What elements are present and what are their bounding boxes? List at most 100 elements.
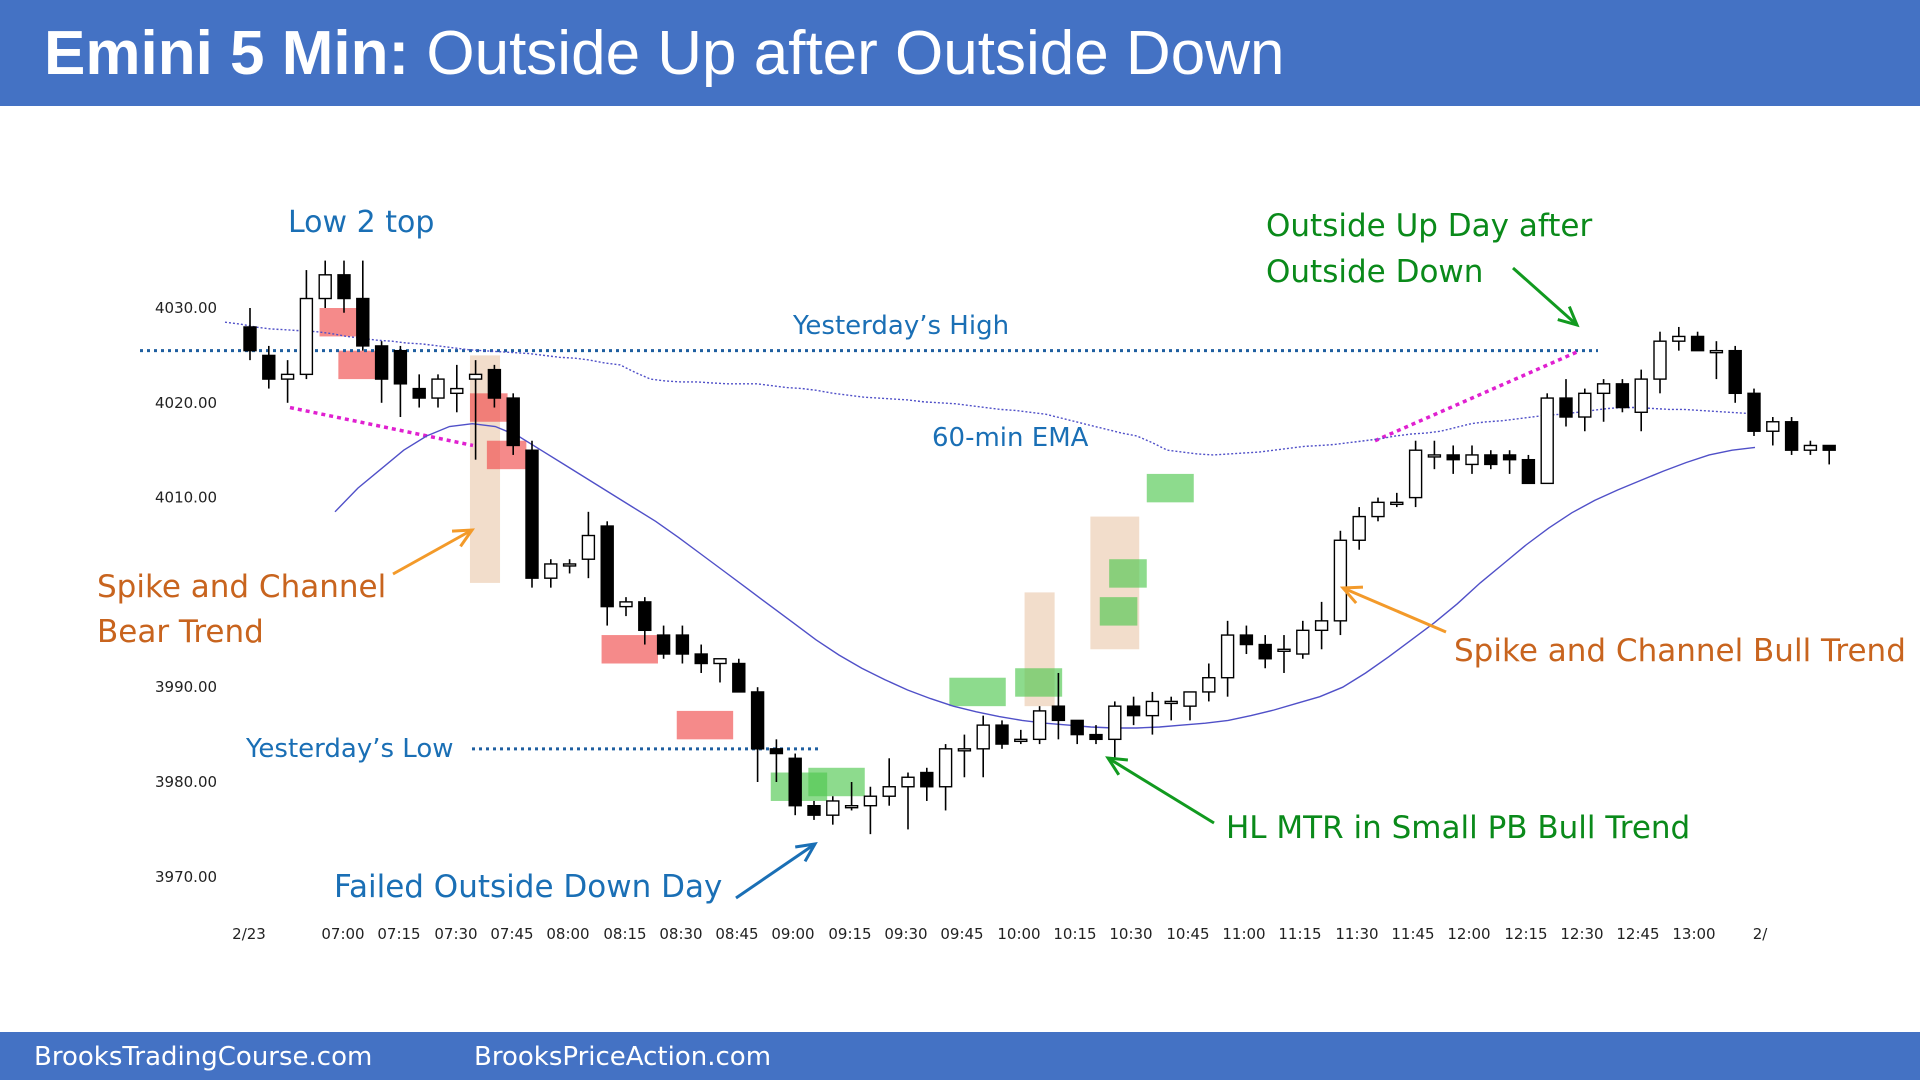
page-title-bold: Emini 5 Min: xyxy=(44,19,410,88)
low-2-top-label: Low 2 top xyxy=(288,205,434,240)
hl-mtr-arrow-shaft xyxy=(1107,756,1215,825)
yesterdays-low-label: Yesterday’s Low xyxy=(245,734,454,764)
candle-36 xyxy=(920,771,934,788)
hl-mtr-arrow-head xyxy=(1105,756,1129,776)
bull-signal-box-13 xyxy=(1099,597,1138,626)
candle-2 xyxy=(280,373,295,380)
x-tick-4: 07:45 xyxy=(490,925,533,943)
candle-51 xyxy=(1202,677,1216,693)
candle-71 xyxy=(1578,392,1592,418)
x-tick-26: 2/ xyxy=(1753,925,1769,943)
candle-45 xyxy=(1089,733,1103,741)
candle-74 xyxy=(1634,378,1648,413)
page-title-rest: Outside Up after Outside Down xyxy=(426,19,1285,88)
candle-41 xyxy=(1014,738,1028,743)
candle-19 xyxy=(600,525,614,608)
x-tick-17: 11:00 xyxy=(1222,925,1265,943)
bear-trend-label-line1: Spike and Channel xyxy=(97,569,386,605)
bear-trend-line xyxy=(289,405,474,448)
candle-22 xyxy=(656,634,671,655)
candle-35 xyxy=(901,776,915,788)
x-tick-24: 12:45 xyxy=(1616,925,1659,943)
candle-54 xyxy=(1258,643,1272,660)
candle-49 xyxy=(1164,700,1178,705)
candle-58 xyxy=(1333,539,1348,622)
candle-26 xyxy=(732,662,746,693)
failed-outside-arrow-head xyxy=(794,842,818,863)
candle-4 xyxy=(318,274,332,300)
candle-78 xyxy=(1709,349,1724,354)
bull-trend-arrow-head xyxy=(1339,585,1364,605)
footer-bar: BrooksTradingCourse.com BrooksPriceActio… xyxy=(0,1032,1920,1080)
outside-up-arrow-head xyxy=(1557,305,1580,328)
bull-signal-box-15 xyxy=(1146,473,1194,503)
x-tick-0: 2/23 xyxy=(232,925,266,943)
x-tick-7: 08:30 xyxy=(659,925,702,943)
ema-label: 60-min EMA xyxy=(932,423,1089,453)
candle-48 xyxy=(1145,700,1160,717)
hl-mtr-label: HL MTR in Small PB Bull Trend xyxy=(1226,810,1690,846)
candle-72 xyxy=(1596,383,1611,395)
reference-lines xyxy=(140,349,1598,751)
candle-63 xyxy=(1427,454,1442,458)
candle-21 xyxy=(638,601,652,632)
candle-75 xyxy=(1653,340,1667,380)
candle-18 xyxy=(581,534,596,560)
annotations: Low 2 top Yesterday’s High 60-min EMA Yeste… xyxy=(97,205,1906,905)
candle-82 xyxy=(1784,421,1799,451)
candle-10 xyxy=(431,378,445,399)
bear-signal-box-8 xyxy=(676,710,734,740)
candle-30 xyxy=(807,805,821,816)
candle-53 xyxy=(1239,634,1254,646)
candle-55 xyxy=(1277,648,1291,652)
candle-50 xyxy=(1183,691,1197,707)
x-tick-10: 09:15 xyxy=(828,925,871,943)
candle-32 xyxy=(844,805,859,809)
candle-14 xyxy=(506,397,520,447)
candle-7 xyxy=(374,345,389,380)
candle-31 xyxy=(826,800,840,816)
x-tick-3: 07:30 xyxy=(434,925,477,943)
bull-signal-box-10 xyxy=(808,767,865,797)
x-tick-23: 12:30 xyxy=(1560,925,1603,943)
candles xyxy=(243,260,1836,835)
title-bar: Emini 5 Min: Outside Up after Outside Do… xyxy=(0,0,1920,106)
candle-81 xyxy=(1766,421,1780,432)
candle-28 xyxy=(769,748,784,755)
candle-64 xyxy=(1446,454,1460,461)
outside-up-label-line1: Outside Up Day after xyxy=(1266,208,1592,244)
failed-outside-label: Failed Outside Down Day xyxy=(334,869,722,905)
candle-23 xyxy=(675,634,690,655)
candle-42 xyxy=(1032,710,1047,741)
x-tick-12: 09:45 xyxy=(940,925,983,943)
x-tick-9: 09:00 xyxy=(771,925,814,943)
y-tick-4: 3980.00 xyxy=(155,773,217,791)
bull-signal-box-11 xyxy=(949,677,1006,707)
candle-65 xyxy=(1465,454,1479,466)
candle-70 xyxy=(1559,397,1573,418)
x-tick-15: 10:30 xyxy=(1109,925,1152,943)
candle-24 xyxy=(694,653,708,665)
bear-signal-box-7 xyxy=(601,635,658,664)
failed-outside-arrow-shaft xyxy=(735,842,816,900)
page-title: Emini 5 Min: Outside Up after Outside Do… xyxy=(44,18,1284,90)
candle-62 xyxy=(1408,449,1423,499)
candle-15 xyxy=(525,449,539,579)
candle-39 xyxy=(976,724,990,750)
x-tick-5: 08:00 xyxy=(546,925,589,943)
footer-left-link[interactable]: BrooksTradingCourse.com xyxy=(34,1042,373,1072)
candle-0 xyxy=(243,326,257,352)
x-tick-22: 12:15 xyxy=(1504,925,1547,943)
candle-43 xyxy=(1051,705,1066,722)
yesterdays-high-label: Yesterday’s High xyxy=(792,311,1009,341)
candle-40 xyxy=(995,724,1009,745)
candle-59 xyxy=(1352,515,1366,541)
y-tick-2: 4010.00 xyxy=(155,489,217,507)
x-tick-20: 11:45 xyxy=(1391,925,1434,943)
x-tick-25: 13:00 xyxy=(1672,925,1715,943)
candle-68 xyxy=(1521,458,1536,485)
footer-right-link[interactable]: BrooksPriceAction.com xyxy=(474,1042,772,1072)
candle-79 xyxy=(1728,349,1742,395)
candle-25 xyxy=(713,658,727,665)
candle-60 xyxy=(1371,501,1385,518)
